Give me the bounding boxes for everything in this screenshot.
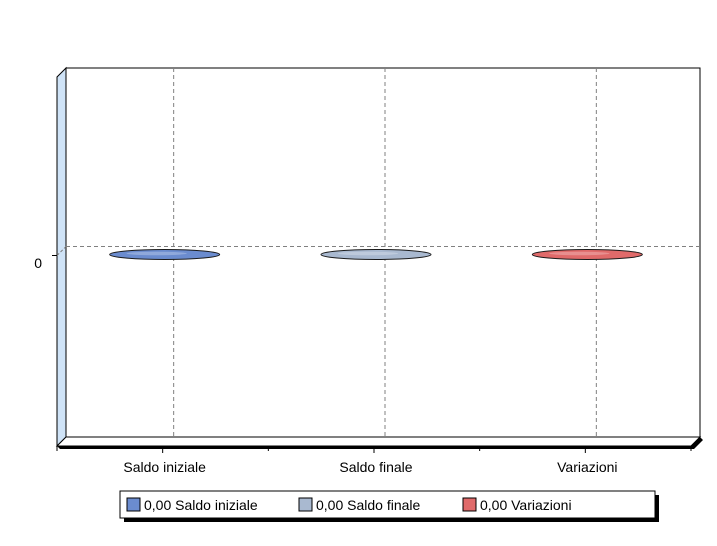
bar-saldo-finale — [320, 249, 432, 260]
legend-label-saldo-finale: 0,00 Saldo finale — [316, 497, 421, 513]
bar-highlight — [549, 251, 610, 256]
legend-swatch-saldo-iniziale — [126, 497, 141, 512]
bar-highlight — [126, 251, 187, 256]
grid-line-horizontal-depth — [56, 246, 67, 256]
x-axis-labels: Saldo iniziale Saldo finale Variazioni — [123, 459, 617, 475]
x-tick-label-saldo-finale: Saldo finale — [339, 459, 412, 475]
legend-label-variazioni: 0,00 Variazioni — [480, 497, 572, 513]
bar-variazioni — [531, 249, 643, 260]
legend-swatch-variazioni — [462, 497, 477, 512]
y-axis: 0 — [34, 255, 57, 271]
bar-saldo-iniziale — [109, 249, 221, 260]
plot-floor-shadow — [57, 437, 703, 449]
legend-box — [119, 490, 656, 519]
bar-highlight — [337, 251, 399, 256]
legend-label-saldo-iniziale: 0,00 Saldo iniziale — [144, 497, 258, 513]
plot-floor — [55, 436, 702, 447]
x-axis — [56, 446, 692, 453]
bar-top-saldo-iniziale — [109, 249, 221, 260]
plot-left-wall — [56, 66, 67, 448]
legend-swatch-saldo-finale — [298, 497, 313, 512]
bar-top-saldo-finale — [320, 249, 432, 260]
y-tick-label: 0 — [34, 255, 42, 271]
bars — [109, 249, 643, 260]
x-tick-label-variazioni: Variazioni — [557, 459, 617, 475]
x-tick-label-saldo-iniziale: Saldo iniziale — [123, 459, 206, 475]
bar-top-variazioni — [531, 249, 643, 260]
legend: 0,00 Saldo iniziale 0,00 Saldo finale 0,… — [119, 490, 659, 522]
